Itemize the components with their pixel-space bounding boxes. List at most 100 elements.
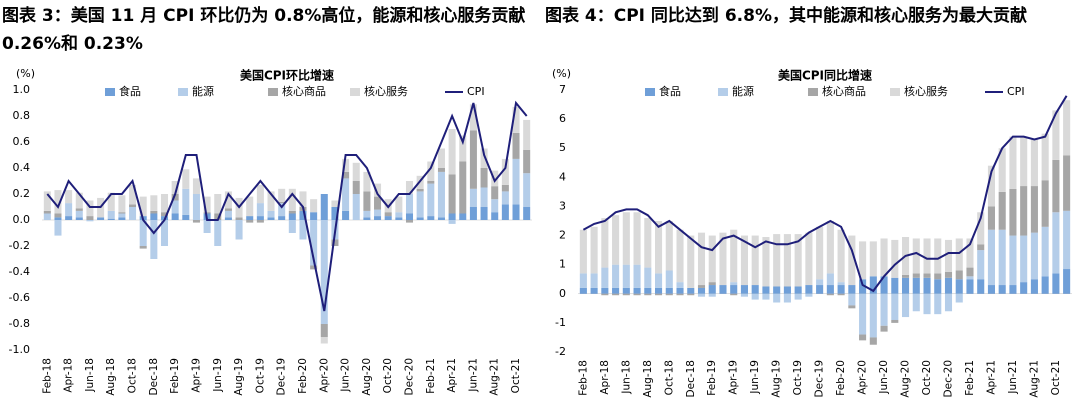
bar-segment — [288, 188, 296, 211]
bar-segment — [730, 293, 738, 296]
legend-label: 能源 — [192, 84, 214, 98]
bar-segment — [235, 217, 243, 220]
bar-segment — [1030, 139, 1038, 187]
bar-segment — [427, 216, 435, 220]
x-tick-label: Apr-21 — [446, 358, 458, 393]
cpi-line — [582, 95, 1068, 293]
bar-segment — [891, 239, 899, 278]
legend-label: 核心服务 — [904, 84, 948, 98]
bar-segment — [459, 161, 467, 214]
chart-title: 图表 4：CPI 同比达到 6.8%，其中能源和核心服务为最大贡献 — [545, 6, 1027, 26]
bar-segment — [633, 293, 641, 296]
x-tick-label: Aug-19 — [771, 360, 783, 398]
bar-segment — [987, 285, 996, 294]
bar-segment — [65, 203, 73, 217]
bar-segment — [891, 319, 899, 323]
bar-segment — [1030, 232, 1038, 280]
y-tick-label: -0.8 — [9, 317, 30, 330]
bar-segment — [107, 210, 115, 219]
x-tick-label: Dec-18 — [685, 360, 697, 397]
bar-segment — [171, 213, 179, 220]
bar-segment — [869, 241, 877, 277]
y-tick-label: 4 — [559, 170, 566, 183]
bar-segment — [665, 270, 673, 288]
bar-segment — [923, 238, 931, 274]
bar-segment — [469, 104, 477, 131]
bar-segment — [75, 217, 83, 220]
bar-segment — [278, 216, 286, 220]
x-tick-label: Apr-19 — [190, 358, 202, 393]
bar-segment — [235, 220, 243, 240]
bar-segment — [523, 119, 531, 150]
y-tick-label: -1.0 — [9, 343, 30, 356]
bar-segment — [427, 161, 435, 181]
bar-segment — [214, 213, 222, 220]
x-tick-label: Aug-18 — [642, 360, 654, 398]
bar-segment — [901, 277, 910, 294]
bar-segment — [448, 220, 456, 224]
x-tick-label: Jun-21 — [1007, 360, 1019, 395]
bar-segment — [697, 287, 706, 294]
bar-segment — [1009, 235, 1017, 286]
bar-segment — [501, 204, 509, 220]
bar-segment — [687, 293, 695, 296]
bar-segment — [54, 220, 62, 236]
y-axis-label: (%) — [552, 67, 571, 80]
bar-segment — [773, 286, 781, 294]
bar-segment — [182, 169, 190, 189]
bar-segment — [224, 210, 232, 218]
x-tick-label: Aug-19 — [233, 358, 245, 396]
x-tick-label: Aug-18 — [105, 358, 117, 396]
bar-segment — [1030, 186, 1038, 233]
bar-segment — [129, 184, 137, 205]
bar-segment — [859, 241, 867, 280]
y-tick-label: -1 — [555, 316, 566, 329]
legend-swatch — [718, 88, 728, 96]
bar-segment — [901, 293, 910, 318]
x-tick-label: Feb-19 — [706, 360, 718, 396]
bar-segment — [612, 215, 620, 265]
bar-segment — [256, 220, 264, 223]
bar-segment — [816, 279, 824, 286]
y-tick-label: -0.6 — [9, 291, 30, 304]
bar-segment — [773, 234, 781, 287]
bar-segment — [773, 293, 781, 303]
bar-segment — [633, 287, 641, 294]
bar-segment — [859, 334, 867, 341]
bar-segment — [480, 148, 488, 168]
x-tick-label: Jun-21 — [467, 358, 479, 393]
bar-segment — [501, 184, 509, 192]
bar-segment — [299, 220, 307, 240]
bar-segment — [363, 191, 371, 211]
x-tick-label: Jun-18 — [84, 358, 96, 393]
bar-segment — [869, 293, 877, 338]
bar-segment — [794, 234, 802, 287]
bar-segment — [139, 196, 147, 217]
bar-segment — [267, 210, 275, 218]
bar-segment — [697, 232, 706, 286]
bar-segment — [171, 194, 179, 201]
bar-segment — [966, 276, 974, 280]
bar-segment — [622, 264, 630, 288]
bar-segment — [1052, 110, 1060, 160]
bar-segment — [320, 337, 328, 344]
bar-segment — [880, 325, 888, 332]
x-tick-label: Feb-20 — [297, 358, 309, 394]
bar-segment — [805, 232, 813, 286]
x-tick-label: Jun-19 — [212, 358, 224, 393]
bar-segment — [86, 200, 94, 217]
bar-segment — [118, 213, 126, 218]
x-tick-label: Aug-21 — [489, 358, 501, 396]
bar-segment — [579, 273, 587, 288]
bar-segment — [912, 238, 920, 274]
bar-segment — [837, 293, 845, 296]
legend-swatch — [350, 88, 360, 96]
bar-segment — [288, 220, 296, 233]
bar-segment — [224, 191, 232, 209]
x-tick-label: Aug-21 — [1028, 360, 1040, 398]
bar-segment — [118, 212, 126, 214]
bar-segment — [352, 181, 360, 194]
bar-segment — [342, 210, 350, 220]
bar-segment — [708, 285, 716, 294]
